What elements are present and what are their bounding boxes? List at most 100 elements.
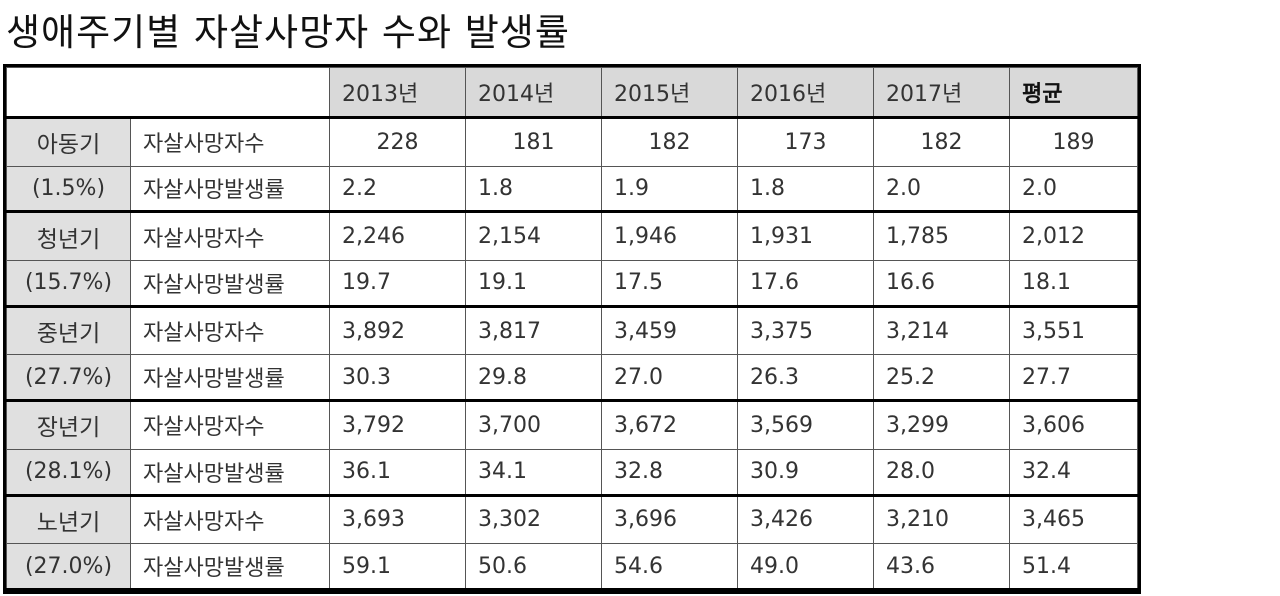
table-row: (27.7%) 자살사망발생률 30.3 29.8 27.0 26.3 25.2 27.7: [6, 354, 1138, 403]
table-row: (1.5%) 자살사망발생률 2.2 1.8 1.9 1.8 2.0 2.0: [6, 165, 1138, 214]
table-cell: 51.4: [1009, 543, 1138, 591]
table-row: 노년기 자살사망자수 3,693 3,302 3,696 3,426 3,210 3,465: [6, 494, 1138, 545]
table-cell: 32.4: [1009, 448, 1138, 497]
header-blank-cell: [6, 67, 330, 119]
table-cell: 19.1: [465, 259, 602, 308]
table-cell: 3,700: [465, 400, 602, 450]
table-cell: 3,426: [737, 494, 874, 545]
metric-label: 자살사망발생률: [130, 259, 330, 308]
life-stage-share: (28.1%): [6, 448, 131, 497]
column-header-2013: 2013년: [329, 67, 466, 119]
table-cell: 30.9: [737, 448, 874, 497]
life-stage-share: (15.7%): [6, 259, 131, 308]
table-row: (27.0%) 자살사망발생률 59.1 50.6 54.6 49.0 43.6 51.4: [6, 543, 1138, 591]
page-title: 생애주기별 자살사망자 수와 발생률: [6, 11, 570, 54]
life-stage-name: 장년기: [6, 400, 131, 450]
table-cell: 16.6: [873, 259, 1010, 308]
table-cell: 1.9: [601, 165, 738, 214]
table-cell: 18.1: [1009, 259, 1138, 308]
table-cell: 2,154: [465, 211, 602, 261]
table-cell: 3,459: [601, 305, 738, 356]
column-header-2015: 2015년: [601, 67, 738, 119]
table-cell: 28.0: [873, 448, 1010, 497]
table-cell: 3,817: [465, 305, 602, 356]
table-cell: 3,214: [873, 305, 1010, 356]
table-cell: 2,012: [1009, 211, 1138, 261]
table-cell: 36.1: [329, 448, 466, 497]
table-cell: 26.3: [737, 354, 874, 403]
table-cell: 1,931: [737, 211, 874, 261]
table-cell: 32.8: [601, 448, 738, 497]
table-row: 아동기 자살사망자수 228 181 182 173 182 189: [6, 117, 1138, 167]
data-table: 2013년 2014년 2015년 2016년 2017년 평균 아동기 자살사망…: [6, 67, 1138, 591]
metric-label: 자살사망발생률: [130, 543, 330, 591]
life-stage-name: 노년기: [6, 494, 131, 545]
table-cell: 3,696: [601, 494, 738, 545]
metric-label: 자살사망발생률: [130, 448, 330, 497]
table-cell: 19.7: [329, 259, 466, 308]
table-cell: 181: [465, 117, 602, 167]
table-cell: 3,302: [465, 494, 602, 545]
table-row: 청년기 자살사망자수 2,246 2,154 1,946 1,931 1,785 2,012: [6, 211, 1138, 261]
table-cell: 189: [1009, 117, 1138, 167]
table-cell: 1.8: [465, 165, 602, 214]
table-cell: 2.0: [1009, 165, 1138, 214]
metric-label: 자살사망자수: [130, 305, 330, 356]
table-cell: 17.5: [601, 259, 738, 308]
metric-label: 자살사망자수: [130, 117, 330, 167]
table-cell: 50.6: [465, 543, 602, 591]
table-cell: 1.8: [737, 165, 874, 214]
table-cell: 34.1: [465, 448, 602, 497]
data-table-container: 2013년 2014년 2015년 2016년 2017년 평균 아동기 자살사망…: [3, 64, 1141, 594]
metric-label: 자살사망발생률: [130, 354, 330, 403]
table-cell: 1,946: [601, 211, 738, 261]
table-cell: 3,375: [737, 305, 874, 356]
metric-label: 자살사망발생률: [130, 165, 330, 214]
table-cell: 3,892: [329, 305, 466, 356]
metric-label: 자살사망자수: [130, 494, 330, 545]
table-cell: 3,210: [873, 494, 1010, 545]
table-cell: 49.0: [737, 543, 874, 591]
table-row: (15.7%) 자살사망발생률 19.7 19.1 17.5 17.6 16.6 18.1: [6, 259, 1138, 308]
life-stage-share: (27.7%): [6, 354, 131, 403]
table-cell: 2,246: [329, 211, 466, 261]
life-stage-name: 아동기: [6, 117, 131, 167]
table-cell: 3,792: [329, 400, 466, 450]
life-stage-share: (1.5%): [6, 165, 131, 214]
life-stage-name: 중년기: [6, 305, 131, 356]
table-row: 중년기 자살사망자수 3,892 3,817 3,459 3,375 3,214 3,551: [6, 305, 1138, 356]
table-cell: 3,672: [601, 400, 738, 450]
table-body: 아동기 자살사망자수 228 181 182 173 182 189 (1.5%) 자살사망발생률…: [6, 117, 1138, 591]
column-header-2017: 2017년: [873, 67, 1010, 119]
table-cell: 182: [873, 117, 1010, 167]
table-cell: 3,465: [1009, 494, 1138, 545]
table-cell: 3,569: [737, 400, 874, 450]
column-header-2016: 2016년: [737, 67, 874, 119]
table-header-row: 2013년 2014년 2015년 2016년 2017년 평균: [6, 67, 1138, 119]
column-header-2014: 2014년: [465, 67, 602, 119]
table-row: (28.1%) 자살사망발생률 36.1 34.1 32.8 30.9 28.0 32.4: [6, 448, 1138, 497]
table-cell: 43.6: [873, 543, 1010, 591]
table-cell: 30.3: [329, 354, 466, 403]
metric-label: 자살사망자수: [130, 211, 330, 261]
table-cell: 3,551: [1009, 305, 1138, 356]
table-cell: 182: [601, 117, 738, 167]
table-cell: 17.6: [737, 259, 874, 308]
column-header-average: 평균: [1009, 67, 1138, 119]
table-cell: 2.2: [329, 165, 466, 214]
table-cell: 54.6: [601, 543, 738, 591]
table-cell: 3,299: [873, 400, 1010, 450]
table-cell: 27.0: [601, 354, 738, 403]
table-cell: 173: [737, 117, 874, 167]
table-cell: 2.0: [873, 165, 1010, 214]
table-cell: 3,693: [329, 494, 466, 545]
table-cell: 3,606: [1009, 400, 1138, 450]
metric-label: 자살사망자수: [130, 400, 330, 450]
table-cell: 25.2: [873, 354, 1010, 403]
table-cell: 59.1: [329, 543, 466, 591]
life-stage-share: (27.0%): [6, 543, 131, 591]
table-cell: 1,785: [873, 211, 1010, 261]
table-cell: 228: [329, 117, 466, 167]
table-cell: 27.7: [1009, 354, 1138, 403]
life-stage-name: 청년기: [6, 211, 131, 261]
